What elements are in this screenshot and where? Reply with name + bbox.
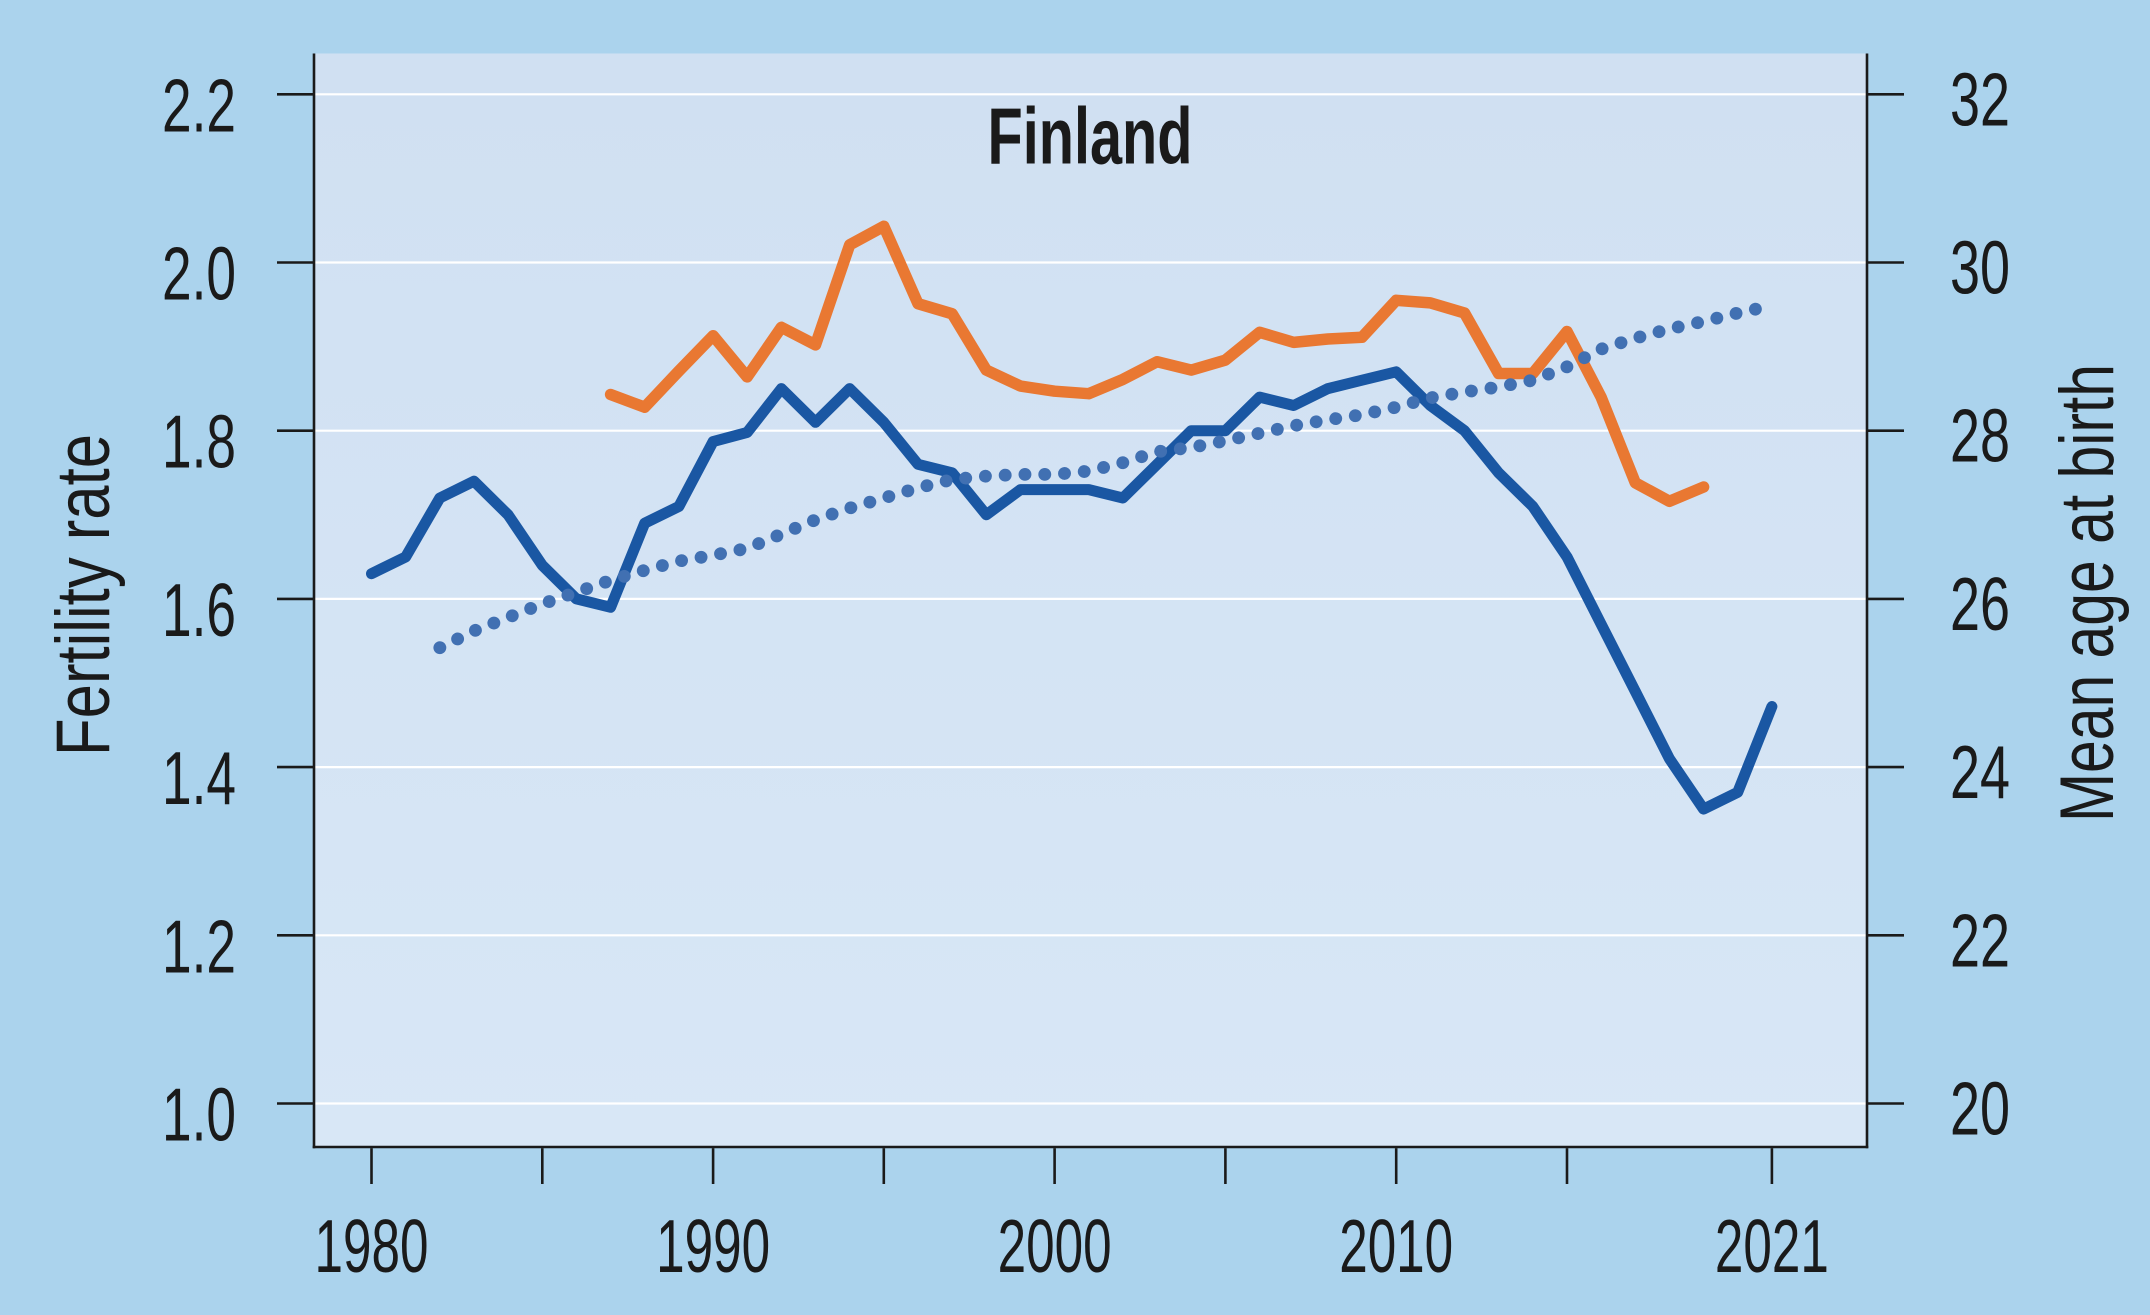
- svg-text:1990: 1990: [656, 1204, 770, 1288]
- svg-text:32: 32: [1950, 57, 2010, 141]
- svg-text:1.8: 1.8: [162, 400, 236, 484]
- svg-text:1980: 1980: [315, 1204, 429, 1288]
- svg-text:24: 24: [1950, 730, 2010, 814]
- svg-text:1.2: 1.2: [162, 904, 236, 988]
- svg-text:Mean age at birth: Mean age at birth: [2045, 364, 2130, 822]
- svg-text:2000: 2000: [998, 1204, 1112, 1288]
- svg-text:1.6: 1.6: [162, 568, 236, 652]
- svg-text:22: 22: [1950, 898, 2010, 982]
- svg-text:Fertility rate: Fertility rate: [41, 434, 126, 756]
- svg-text:2010: 2010: [1339, 1204, 1453, 1288]
- svg-text:1.0: 1.0: [162, 1073, 236, 1157]
- svg-text:30: 30: [1950, 226, 2010, 310]
- svg-text:28: 28: [1950, 394, 2010, 478]
- svg-text:2021: 2021: [1715, 1204, 1829, 1288]
- svg-text:2.2: 2.2: [162, 63, 236, 147]
- svg-text:26: 26: [1950, 562, 2010, 646]
- svg-text:20: 20: [1950, 1067, 2010, 1151]
- svg-text:1.4: 1.4: [162, 736, 236, 820]
- svg-text:2.0: 2.0: [162, 232, 236, 316]
- svg-text:Finland: Finland: [988, 92, 1193, 181]
